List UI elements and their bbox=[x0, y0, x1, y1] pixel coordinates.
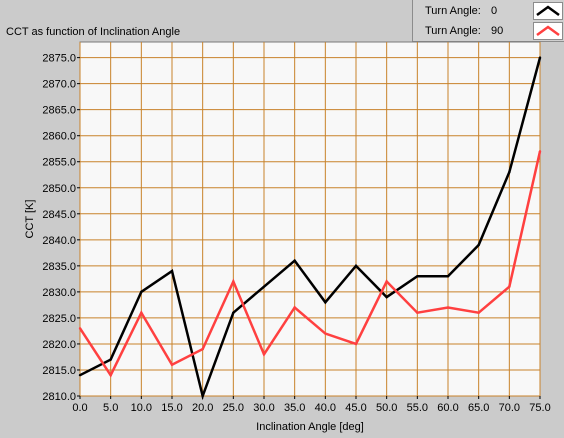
x-tick-label: 0.0 bbox=[72, 402, 87, 414]
legend-value: 0 bbox=[491, 5, 498, 17]
data-point bbox=[109, 358, 112, 361]
y-tick-label: 2875.0 bbox=[42, 53, 76, 65]
legend-swatch-line-icon bbox=[536, 25, 560, 37]
plot-area bbox=[79, 41, 541, 397]
data-point bbox=[170, 269, 174, 273]
x-axis-label: Inclination Angle [deg] bbox=[256, 421, 364, 433]
x-tick-label: 40.0 bbox=[315, 402, 336, 414]
data-point bbox=[262, 353, 266, 356]
y-axis-label: CCT [K] bbox=[24, 200, 36, 239]
y-tick-label: 2845.0 bbox=[42, 209, 76, 221]
y-tick-label: 2850.0 bbox=[42, 183, 76, 195]
y-tick-label: 2830.0 bbox=[42, 287, 76, 299]
data-point bbox=[293, 306, 296, 309]
x-tick-label: 30.0 bbox=[253, 402, 274, 414]
data-point bbox=[446, 306, 450, 309]
legend-label: Turn Angle: bbox=[425, 5, 481, 17]
data-point bbox=[508, 170, 511, 174]
series-line-0 bbox=[79, 57, 542, 401]
data-point bbox=[293, 259, 296, 262]
legend-entry-series-0: Turn Angle: 0 bbox=[413, 1, 564, 21]
data-point bbox=[324, 332, 327, 335]
data-point bbox=[78, 373, 82, 377]
x-tick-label: 35.0 bbox=[284, 402, 305, 414]
x-tick-label: 10.0 bbox=[131, 402, 152, 414]
x-tick-label: 60.0 bbox=[437, 402, 458, 414]
y-tick-label: 2865.0 bbox=[42, 105, 76, 117]
data-point bbox=[324, 301, 327, 304]
x-tick-label: 65.0 bbox=[468, 402, 489, 414]
data-point bbox=[538, 150, 542, 153]
y-tick-label: 2825.0 bbox=[42, 313, 76, 325]
grid bbox=[79, 42, 541, 397]
series-line-1 bbox=[78, 151, 542, 378]
x-tick-label: 25.0 bbox=[223, 402, 244, 414]
legend-entry-series-1: Turn Angle: 90 bbox=[413, 21, 564, 41]
data-point bbox=[354, 264, 358, 268]
data-point bbox=[140, 311, 143, 314]
data-point bbox=[538, 56, 542, 59]
x-tick-label: 20.0 bbox=[192, 402, 213, 414]
data-point bbox=[477, 311, 480, 314]
legend: Turn Angle: 0 Turn Angle: 90 bbox=[412, 0, 564, 42]
data-point bbox=[354, 342, 358, 346]
chart-title: CCT as function of Inclination Angle bbox=[6, 26, 181, 38]
data-point bbox=[477, 243, 480, 247]
x-tick-label: 45.0 bbox=[345, 402, 366, 414]
x-tick-label: 15.0 bbox=[161, 402, 182, 414]
y-tick-label: 2815.0 bbox=[42, 365, 76, 377]
series-lines bbox=[78, 56, 542, 401]
data-point bbox=[385, 295, 388, 299]
data-point bbox=[78, 327, 82, 330]
y-tick-label: 2840.0 bbox=[42, 235, 76, 247]
data-point bbox=[385, 280, 388, 283]
legend-swatch-line-icon bbox=[536, 5, 560, 17]
data-point bbox=[262, 285, 266, 288]
y-axis-ticks: 2810.0 2815.0 2820.0 2825.0 2830.0 2835.0 2840… bbox=[42, 53, 80, 403]
x-tick-label: 50.0 bbox=[376, 402, 397, 414]
y-tick-label: 2835.0 bbox=[42, 261, 76, 273]
data-point bbox=[508, 285, 511, 288]
x-tick-label: 55.0 bbox=[407, 402, 428, 414]
y-tick-label: 2870.0 bbox=[42, 79, 76, 91]
data-point bbox=[170, 363, 174, 366]
y-tick-label: 2860.0 bbox=[42, 131, 76, 143]
y-tick-label: 2810.0 bbox=[42, 391, 76, 403]
data-point bbox=[201, 347, 204, 351]
data-point bbox=[201, 394, 204, 398]
x-tick-label: 5.0 bbox=[103, 402, 118, 414]
x-axis-ticks: 0.0 5.0 10.0 15.0 20.0 25.0 30.0 35.0 40.0 45.0 50… bbox=[72, 396, 551, 414]
x-tick-label: 70.0 bbox=[499, 402, 520, 414]
legend-swatch-series-0[interactable] bbox=[533, 2, 563, 20]
legend-value: 90 bbox=[491, 25, 504, 37]
data-point bbox=[232, 280, 235, 283]
y-tick-label: 2820.0 bbox=[42, 339, 76, 351]
data-point bbox=[232, 311, 235, 314]
data-point bbox=[446, 275, 450, 278]
legend-label: Turn Angle: bbox=[425, 25, 481, 37]
data-point bbox=[109, 373, 112, 377]
legend-swatch-series-1[interactable] bbox=[533, 22, 563, 40]
y-tick-label: 2855.0 bbox=[42, 157, 76, 169]
data-point bbox=[416, 311, 419, 314]
x-tick-label: 75.0 bbox=[529, 402, 550, 414]
data-point bbox=[140, 290, 143, 294]
data-point bbox=[416, 275, 419, 278]
